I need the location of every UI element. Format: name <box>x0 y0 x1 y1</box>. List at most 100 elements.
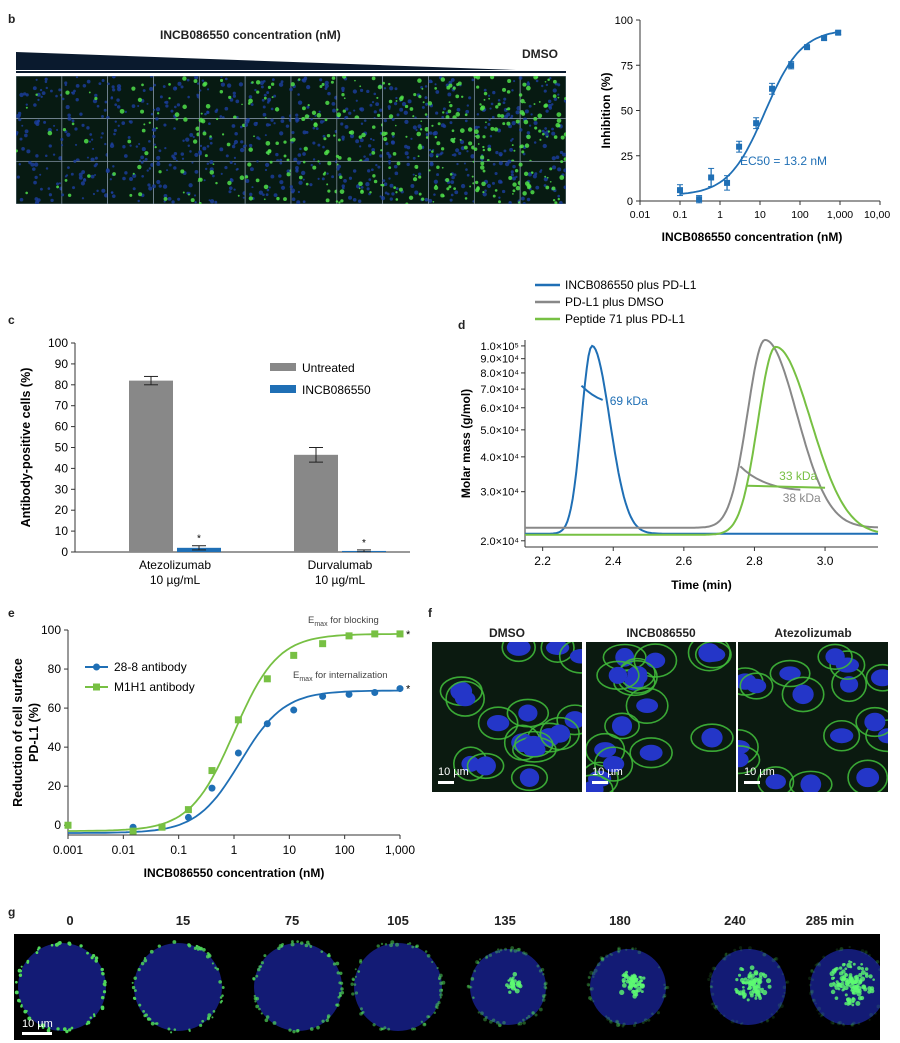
nucleus-dot <box>71 91 74 94</box>
pdl1-dot <box>265 140 271 146</box>
legend-swatch <box>270 363 296 371</box>
pdl1-dot <box>434 87 437 90</box>
nucleus-dot <box>312 158 316 161</box>
nucleus-dot <box>117 124 120 127</box>
nucleus-dot <box>35 122 40 126</box>
pdl1-dot <box>433 185 439 191</box>
nucleus-dot <box>318 110 321 113</box>
membrane-signal <box>812 999 815 1002</box>
pdl1-dot <box>263 96 267 100</box>
nucleus-dot <box>453 173 457 177</box>
nucleus-dot <box>365 182 370 187</box>
membrane-signal <box>814 963 818 967</box>
nucleus-dot <box>545 83 549 87</box>
nucleus <box>698 643 721 663</box>
pdl1-dot <box>244 175 249 179</box>
pdl1-dot <box>418 192 422 196</box>
membrane-signal <box>472 996 475 999</box>
membrane-signal <box>335 961 340 966</box>
nucleus-dot <box>541 84 544 88</box>
pdl1-dot <box>251 81 254 84</box>
membrane-outline <box>789 770 833 792</box>
membrane-outline <box>694 642 732 669</box>
nucleus-dot <box>23 92 27 96</box>
nucleus-dot <box>194 201 197 204</box>
pdl1-dot <box>502 87 507 92</box>
nucleus-dot <box>518 76 523 80</box>
nucleus-dot <box>486 183 492 189</box>
nucleus-dot <box>357 199 362 203</box>
pdl1-dot <box>325 100 330 105</box>
internalized-signal <box>743 977 748 981</box>
internalized-signal <box>735 978 739 982</box>
pdl1-dot <box>480 105 486 110</box>
pdl1-dot <box>451 139 456 144</box>
internalized-signal <box>628 981 633 985</box>
nucleus-dot <box>562 152 566 157</box>
membrane-signal <box>133 996 136 1000</box>
pdl1-dot <box>395 198 399 201</box>
nucleus-dot <box>248 95 253 99</box>
membrane-signal <box>212 1010 216 1013</box>
nucleus-dot <box>44 80 48 84</box>
pdl1-dot <box>422 101 425 104</box>
pdl1-dot <box>506 121 511 126</box>
pdl1-dot <box>205 104 211 109</box>
pdl1-dot <box>286 158 290 162</box>
nucleus-dot <box>101 188 106 193</box>
data-point <box>677 187 683 194</box>
internalized-signal <box>844 993 848 997</box>
pdl1-dot <box>479 103 482 106</box>
pdl1-dot <box>380 149 383 152</box>
nucleus-dot <box>428 131 433 135</box>
nucleus-dot <box>522 202 526 204</box>
nucleus-dot <box>176 103 181 107</box>
nucleus <box>602 756 625 773</box>
nucleus-dot <box>250 167 254 172</box>
nucleus <box>486 715 510 732</box>
internalized-signal <box>749 990 755 996</box>
bar <box>294 454 338 552</box>
membrane-signal <box>663 987 667 990</box>
nucleus-dot <box>188 183 193 188</box>
membrane-signal <box>625 948 628 951</box>
membrane-signal <box>518 1021 523 1026</box>
pdl1-dot <box>424 113 428 116</box>
nucleus-dot <box>234 162 237 165</box>
membrane-signal <box>783 991 786 995</box>
nucleus-dot <box>67 116 72 121</box>
internalized-signal <box>765 978 772 984</box>
membrane-signal <box>724 954 728 958</box>
pdl1-dot <box>283 140 287 144</box>
nucleus-dot <box>498 196 501 199</box>
nucleus-dot <box>396 113 400 117</box>
pdl1-dot <box>552 198 556 202</box>
y-tick-label: 20 <box>55 503 69 517</box>
pdl1-dot <box>526 134 531 140</box>
membrane-signal <box>143 1014 147 1018</box>
pdl1-dot <box>336 163 339 166</box>
nucleus-dot <box>302 178 305 181</box>
membrane-signal <box>79 944 83 948</box>
pdl1-dot <box>546 135 549 138</box>
scale-bar-label: 10 µm <box>438 766 469 778</box>
membrane-signal <box>489 1020 493 1024</box>
membrane-signal <box>617 1023 621 1026</box>
nucleus <box>870 669 888 687</box>
nucleus <box>645 652 666 669</box>
pdl1-dot <box>414 164 419 169</box>
pdl1-dot <box>119 108 125 114</box>
x-tick-label: 100 <box>335 843 355 857</box>
y-tick-label: 100 <box>48 336 68 350</box>
membrane-signal <box>264 1018 269 1023</box>
nucleus-dot <box>448 80 453 85</box>
pdl1-dot <box>431 150 434 153</box>
membrane-signal <box>590 987 594 991</box>
membrane-signal <box>597 962 601 966</box>
membrane-signal <box>17 998 21 1003</box>
nucleus-dot <box>352 197 357 202</box>
membrane-signal <box>133 989 137 992</box>
pdl1-dot <box>274 107 280 112</box>
timepoint-label: 240 <box>724 913 746 928</box>
pdl1-dot <box>383 136 388 142</box>
